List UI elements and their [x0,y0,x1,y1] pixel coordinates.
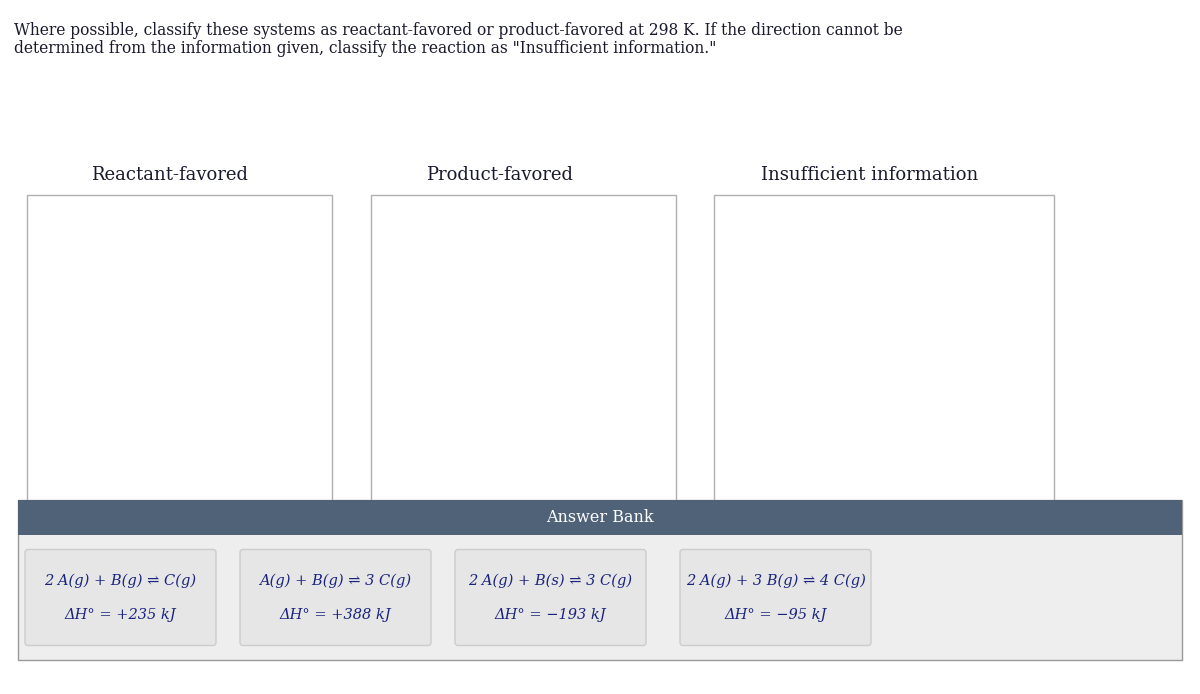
FancyBboxPatch shape [371,195,676,500]
Text: Reactant-favored: Reactant-favored [91,166,248,184]
FancyBboxPatch shape [455,550,646,645]
Text: 2 A(g) + B(g) ⇌ C(g): 2 A(g) + B(g) ⇌ C(g) [44,573,197,588]
FancyBboxPatch shape [25,550,216,645]
Text: 2 A(g) + B(s) ⇌ 3 C(g): 2 A(g) + B(s) ⇌ 3 C(g) [468,573,632,588]
FancyBboxPatch shape [240,550,431,645]
Text: ΔH° = +388 kJ: ΔH° = +388 kJ [280,609,391,623]
Text: ΔH° = −95 kJ: ΔH° = −95 kJ [725,609,827,623]
FancyBboxPatch shape [28,195,332,500]
FancyBboxPatch shape [18,500,1182,660]
FancyBboxPatch shape [714,195,1054,500]
Text: Answer Bank: Answer Bank [546,509,654,526]
Text: ΔH° = +235 kJ: ΔH° = +235 kJ [65,609,176,623]
Text: Insufficient information: Insufficient information [761,166,979,184]
Text: A(g) + B(g) ⇌ 3 C(g): A(g) + B(g) ⇌ 3 C(g) [259,573,412,588]
FancyBboxPatch shape [18,500,1182,535]
Text: 2 A(g) + 3 B(g) ⇌ 4 C(g): 2 A(g) + 3 B(g) ⇌ 4 C(g) [685,573,865,588]
FancyBboxPatch shape [680,550,871,645]
Text: Product-favored: Product-favored [426,166,574,184]
Text: determined from the information given, classify the reaction as "Insufficient in: determined from the information given, c… [14,40,716,57]
Text: Where possible, classify these systems as reactant-favored or product-favored at: Where possible, classify these systems a… [14,22,902,39]
Text: ΔH° = −193 kJ: ΔH° = −193 kJ [494,609,606,623]
